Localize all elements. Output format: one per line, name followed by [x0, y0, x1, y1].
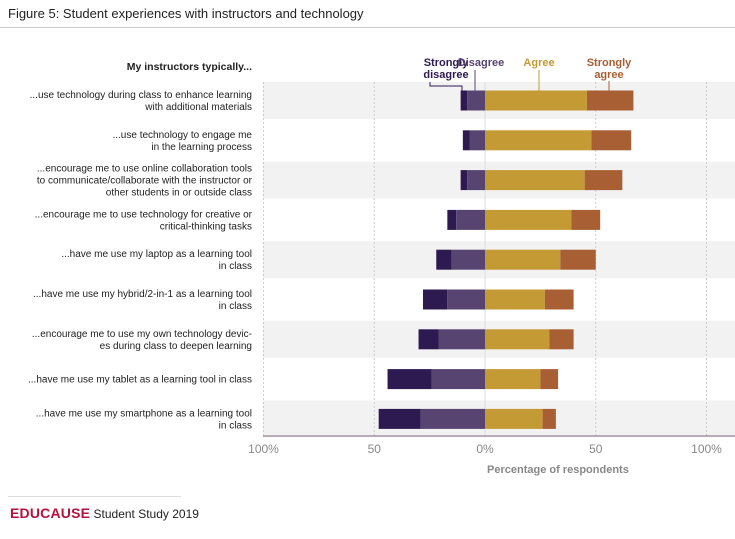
bar-disagree — [431, 369, 485, 390]
x-tick-label: 0% — [476, 442, 494, 456]
bar-agree — [485, 90, 587, 111]
category-label: ...have me use my hybrid/2-in-1 as a lea… — [33, 289, 252, 300]
bar-disagree — [420, 408, 485, 429]
row-header: My instructors typically... — [127, 61, 252, 73]
bar-strongly-disagree — [462, 130, 470, 151]
legend-leader-line — [429, 82, 463, 91]
bar-strongly-agree — [560, 249, 596, 270]
bar-agree — [485, 249, 561, 270]
bar-agree — [485, 130, 592, 151]
category-label: ...have me use my tablet as a learning t… — [28, 375, 252, 386]
category-label: to communicate/collaborate with the inst… — [37, 176, 253, 187]
x-tick-label: 50 — [589, 442, 603, 456]
bar-strongly-agree — [540, 369, 559, 390]
footer-text: Student Study 2019 — [93, 507, 199, 521]
category-label: ...use technology to engage me — [112, 130, 252, 141]
category-label: ...encourage me to use technology for cr… — [35, 209, 253, 220]
bar-disagree — [456, 209, 485, 230]
bar-strongly-agree — [549, 329, 574, 350]
bar-strongly-disagree — [447, 209, 457, 230]
figure-title: Figure 5: Student experiences with instr… — [8, 6, 364, 21]
bar-agree — [485, 209, 572, 230]
bar-disagree — [451, 249, 485, 270]
bar-strongly-agree — [544, 289, 574, 310]
title-divider — [0, 27, 735, 28]
category-label: ...have me use my smartphone as a learni… — [36, 408, 252, 419]
bar-strongly-disagree — [422, 289, 448, 310]
bar-agree — [485, 329, 550, 350]
bar-strongly-disagree — [460, 170, 468, 191]
bar-strongly-agree — [571, 209, 601, 230]
category-label: other students in or outside class — [106, 188, 252, 199]
x-tick-label: 100% — [691, 442, 722, 456]
category-label: with additional materials — [144, 102, 252, 113]
category-label: critical-thinking tasks — [160, 221, 252, 232]
bar-agree — [485, 170, 585, 191]
legend-label: Strongly — [424, 57, 469, 69]
bar-disagree — [469, 130, 485, 151]
footer-divider — [8, 496, 181, 497]
category-label: es during class to deepen learning — [100, 341, 252, 352]
bar-strongly-disagree — [378, 408, 421, 429]
category-label: in class — [219, 261, 252, 272]
bar-disagree — [467, 90, 485, 111]
bar-agree — [485, 408, 543, 429]
bar-strongly-disagree — [460, 90, 468, 111]
legend-label: Agree — [523, 57, 554, 69]
legend-label: Disagree — [458, 57, 504, 69]
bar-strongly-agree — [591, 130, 632, 151]
bar-disagree — [438, 329, 485, 350]
x-axis-title: Percentage of respondents — [487, 464, 629, 476]
legend-label: disagree — [423, 69, 468, 81]
bar-agree — [485, 289, 545, 310]
bar-disagree — [447, 289, 485, 310]
bar-strongly-agree — [584, 170, 623, 191]
category-label: ...have me use my laptop as a learning t… — [61, 249, 252, 260]
bar-strongly-disagree — [418, 329, 439, 350]
x-tick-label: 100% — [248, 442, 279, 456]
legend-label: Strongly — [587, 57, 632, 69]
educause-logo: EDUCAUSE — [10, 505, 91, 521]
legend-label: agree — [594, 69, 623, 81]
bar-disagree — [467, 170, 485, 191]
bar-agree — [485, 369, 541, 390]
category-label: in class — [219, 420, 252, 431]
bar-strongly-agree — [586, 90, 634, 111]
category-label: ...encourage me to use online collaborat… — [37, 164, 252, 175]
category-label: in the learning process — [151, 142, 252, 153]
diverging-bar-chart: My instructors typically... ...use techno… — [28, 57, 735, 476]
footer: EDUCAUSE Student Study 2019 — [10, 505, 199, 521]
bar-strongly-agree — [542, 408, 556, 429]
category-label: ...encourage me to use my own technology… — [32, 329, 252, 340]
x-tick-label: 50 — [368, 442, 382, 456]
bar-strongly-disagree — [436, 249, 452, 270]
category-label: ...use technology during class to enhanc… — [30, 90, 252, 101]
bar-strongly-disagree — [387, 369, 432, 390]
category-label: in class — [219, 301, 252, 312]
